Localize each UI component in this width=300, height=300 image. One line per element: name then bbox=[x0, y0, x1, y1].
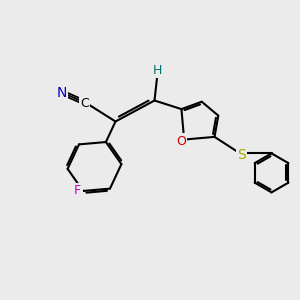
Text: O: O bbox=[176, 134, 186, 148]
Text: H: H bbox=[153, 64, 162, 77]
Text: F: F bbox=[74, 184, 81, 197]
Text: S: S bbox=[237, 148, 246, 162]
Text: N: N bbox=[56, 86, 67, 100]
Text: C: C bbox=[80, 97, 89, 110]
